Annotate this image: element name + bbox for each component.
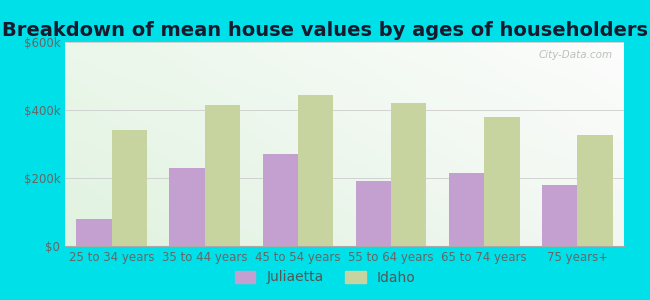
Bar bbox=[205, 105, 240, 246]
Text: Breakdown of mean house values by ages of householders: Breakdown of mean house values by ages o… bbox=[2, 21, 648, 40]
Bar bbox=[263, 154, 298, 246]
Bar bbox=[449, 173, 484, 246]
Bar bbox=[356, 182, 391, 246]
Legend: Juliaetta, Idaho: Juliaetta, Idaho bbox=[229, 265, 421, 290]
Bar bbox=[76, 219, 112, 246]
Bar bbox=[484, 117, 519, 246]
Bar bbox=[577, 136, 613, 246]
Bar bbox=[391, 103, 426, 246]
Bar bbox=[112, 130, 147, 246]
Bar bbox=[542, 185, 577, 246]
Bar bbox=[298, 95, 333, 246]
Text: City-Data.com: City-Data.com bbox=[539, 50, 613, 60]
Bar bbox=[170, 168, 205, 246]
